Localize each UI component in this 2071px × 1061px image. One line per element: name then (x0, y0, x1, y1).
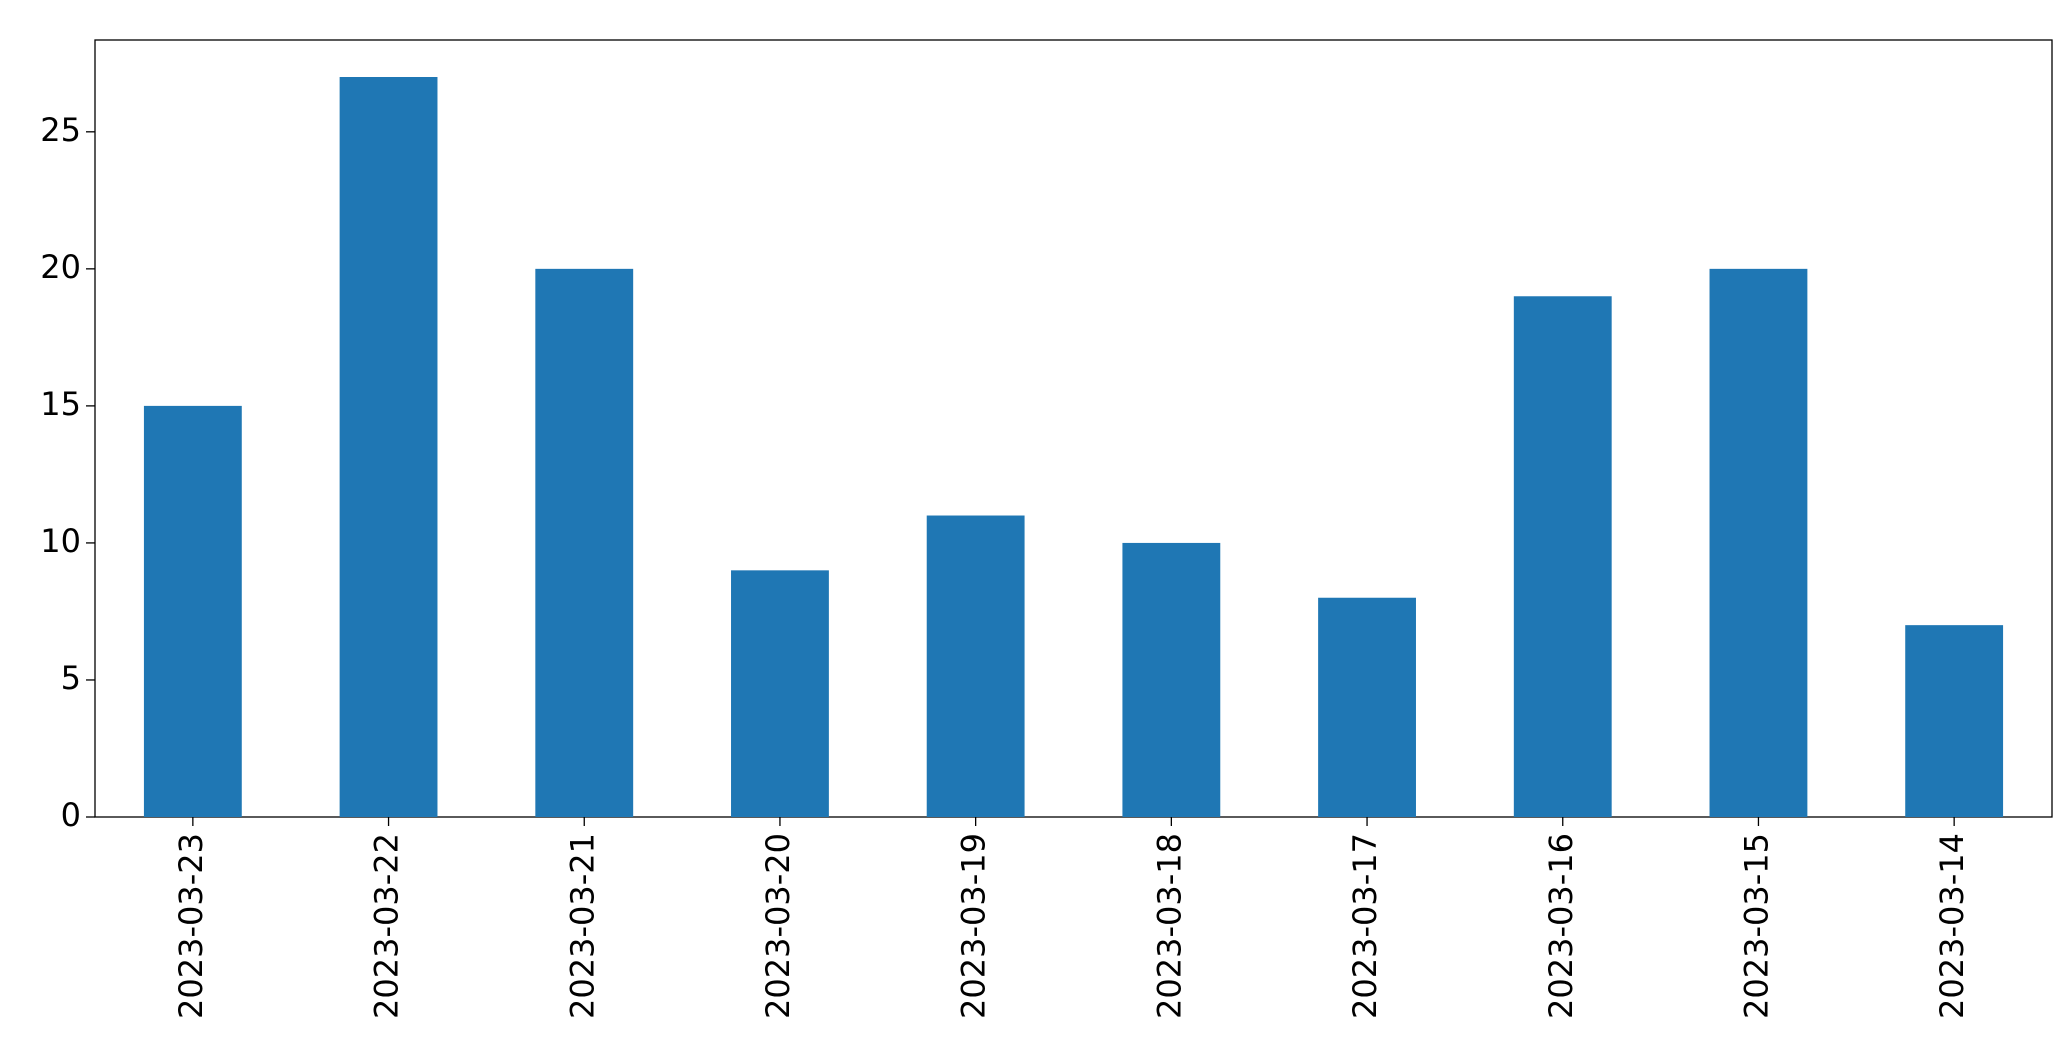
y-tick-label: 20 (40, 248, 81, 286)
bar (731, 570, 829, 817)
x-tick-label: 2023-03-22 (368, 833, 406, 1019)
x-tick-label: 2023-03-15 (1737, 833, 1775, 1019)
plot-frame (94, 39, 2053, 818)
x-tick-label: 2023-03-23 (172, 833, 210, 1019)
y-tick-label: 5 (61, 659, 81, 697)
bar (535, 268, 634, 818)
bar (1513, 296, 1612, 817)
x-tick-label: 2023-03-19 (955, 833, 993, 1019)
y-tick-label: 10 (40, 522, 81, 560)
bar (1318, 597, 1416, 817)
x-tick-label: 2023-03-21 (563, 833, 601, 1019)
bar (1122, 542, 1221, 817)
x-tick-label: 2023-03-18 (1150, 833, 1188, 1019)
bar (1709, 268, 1808, 818)
y-tick-label: 15 (40, 385, 81, 423)
x-tick-label: 2023-03-17 (1346, 833, 1384, 1019)
bar (926, 515, 1025, 817)
x-tick-label: 2023-03-20 (759, 833, 797, 1019)
bar (143, 405, 242, 817)
x-tick-label: 2023-03-16 (1542, 833, 1580, 1019)
y-tick-label: 0 (61, 796, 81, 834)
bar (1905, 625, 2004, 817)
y-tick-label: 25 (40, 111, 81, 149)
x-tick-label: 2023-03-14 (1933, 833, 1971, 1019)
bar (339, 77, 438, 817)
